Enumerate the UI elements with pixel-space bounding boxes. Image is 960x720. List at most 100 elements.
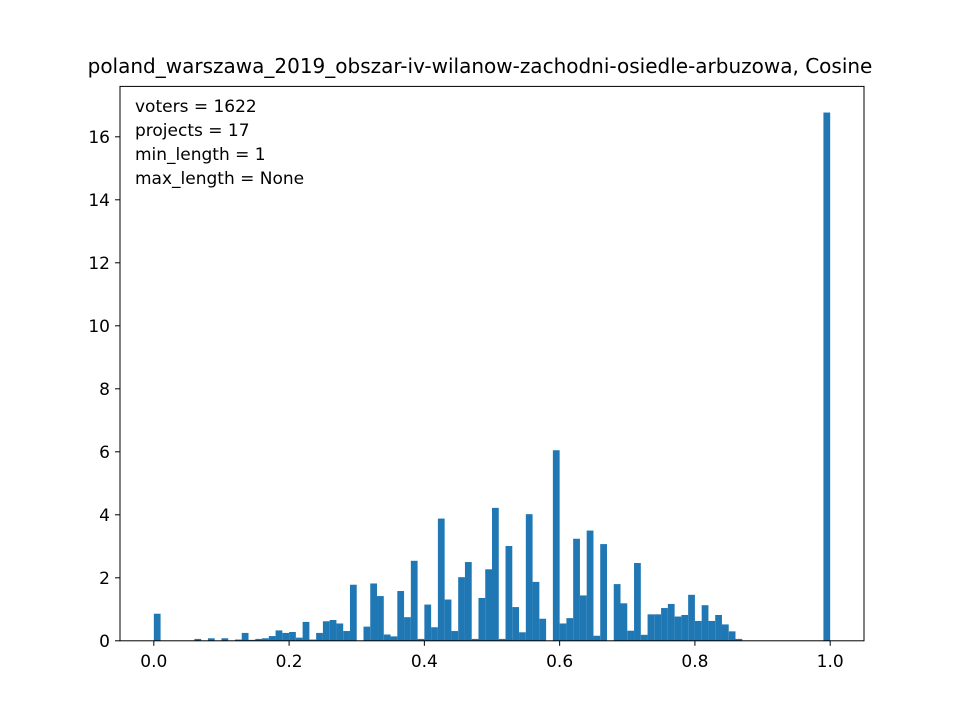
histogram-bar — [471, 638, 479, 641]
y-tick-label: 14 — [88, 191, 110, 211]
histogram-bar — [579, 595, 587, 641]
histogram-bar — [417, 638, 425, 641]
histogram-bar — [437, 518, 445, 641]
x-tick-label: 0.0 — [140, 652, 167, 672]
histogram-bar — [295, 637, 303, 641]
histogram-bar — [451, 631, 459, 641]
histogram-bar — [708, 620, 716, 641]
histogram-bar — [681, 614, 689, 641]
histogram-bar — [634, 562, 641, 641]
histogram-bar — [492, 507, 499, 641]
histogram-bar — [322, 621, 330, 641]
histogram-bar — [255, 638, 263, 641]
plot-frame — [119, 85, 865, 642]
histogram-bar — [728, 631, 736, 641]
y-tick-label: 2 — [99, 569, 110, 589]
histogram-bar — [282, 632, 290, 641]
histogram-bar — [343, 631, 350, 641]
histogram-bar — [552, 450, 560, 641]
y-tick-label: 6 — [99, 443, 110, 463]
x-axis: 0.0 0.2 0.4 0.6 0.8 1.0 — [140, 640, 844, 672]
histogram-bar — [688, 594, 695, 641]
histogram-bar — [519, 632, 526, 641]
histogram-bar — [302, 621, 310, 641]
histogram-bar — [512, 607, 520, 641]
histogram-bar — [654, 614, 662, 641]
histogram-bar — [627, 630, 635, 641]
histogram-bar — [221, 638, 229, 641]
histogram-bar — [207, 638, 215, 641]
histogram-bar — [694, 620, 702, 641]
histogram-bar — [458, 577, 465, 641]
histogram-bar — [404, 617, 411, 641]
histogram-bar — [309, 639, 317, 641]
histogram-bar — [593, 635, 601, 641]
histogram-bar — [316, 632, 323, 641]
histogram-bar — [444, 599, 452, 641]
histogram-bar — [241, 632, 249, 641]
histogram-bar — [586, 530, 594, 641]
y-tick-label: 8 — [99, 380, 110, 400]
y-tick-label: 12 — [88, 254, 110, 274]
histogram-bar — [566, 618, 574, 641]
histogram-bar — [600, 544, 607, 641]
histogram-bar — [674, 616, 682, 641]
histogram-bar — [478, 597, 486, 641]
x-tick-label: 0.8 — [681, 652, 708, 672]
y-tick-label: 10 — [88, 317, 110, 337]
histogram-bar — [613, 584, 621, 641]
histogram-bar — [424, 604, 432, 641]
y-tick-label: 4 — [99, 506, 110, 526]
annotation-voters: voters = 1622 — [135, 97, 257, 117]
histogram-bar — [363, 626, 371, 641]
x-tick-label: 0.4 — [411, 652, 438, 672]
y-axis: 0 2 4 6 8 10 12 14 16 — [88, 128, 120, 652]
histogram-bar — [701, 605, 709, 641]
chart-title: poland_warszawa_2019_obszar-iv-wilanow-z… — [88, 54, 873, 78]
y-tick-label: 0 — [99, 632, 110, 652]
histogram-bar — [498, 638, 506, 641]
histogram-bar — [532, 581, 540, 641]
histogram-bar — [525, 514, 533, 641]
annotation-min-length: min_length = 1 — [135, 145, 266, 165]
histogram-bar — [370, 583, 378, 641]
histogram-bar — [431, 627, 438, 641]
histogram-bar — [640, 634, 648, 641]
y-tick-label: 16 — [88, 128, 110, 148]
histogram-bar — [336, 623, 344, 641]
histogram-bar — [153, 613, 161, 641]
stats-annotation: voters = 1622 projects = 17 min_length =… — [135, 97, 304, 189]
histogram-bar — [667, 603, 675, 641]
histogram-bar — [620, 603, 628, 641]
histogram-bar — [262, 638, 269, 641]
histogram-bar — [275, 630, 283, 641]
histogram-bar — [390, 636, 398, 641]
histogram-bar — [234, 639, 242, 641]
histogram-bar — [721, 624, 729, 641]
histogram-bar — [539, 618, 547, 641]
histogram-bar — [823, 112, 831, 641]
histogram-bar — [735, 638, 743, 641]
histogram-bar — [647, 614, 655, 641]
histogram-bar — [289, 631, 296, 641]
x-tick-label: 1.0 — [817, 652, 844, 672]
bars-group — [153, 112, 831, 641]
histogram-bar — [383, 634, 391, 641]
histogram-bar — [349, 584, 357, 641]
histogram-bar — [715, 614, 722, 641]
histogram-bar — [505, 545, 513, 641]
x-tick-label: 0.6 — [546, 652, 573, 672]
annotation-max-length: max_length = None — [135, 169, 304, 189]
histogram-bar — [573, 538, 580, 641]
histogram-bar — [485, 569, 492, 641]
histogram-bar — [329, 620, 337, 641]
histogram-bar — [194, 638, 202, 641]
histogram-bar — [268, 636, 276, 641]
histogram-bar — [377, 596, 384, 641]
annotation-projects: projects = 17 — [135, 121, 250, 141]
histogram-bar — [661, 608, 668, 641]
histogram-bar — [397, 591, 405, 641]
histogram-bar — [464, 562, 472, 641]
x-tick-label: 0.2 — [276, 652, 303, 672]
